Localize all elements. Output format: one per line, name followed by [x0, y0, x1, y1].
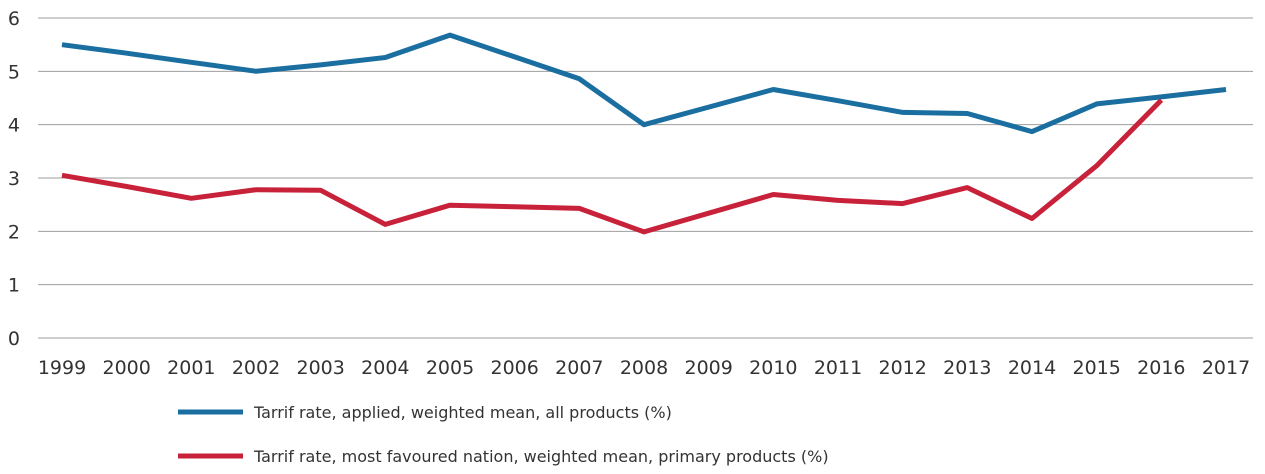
x-tick-label: 2002 [232, 357, 280, 379]
x-tick-label: 2010 [749, 357, 797, 379]
x-tick-label: 2015 [1072, 357, 1120, 379]
legend-label-2: Tarrif rate, most favoured nation, weigh… [253, 447, 829, 466]
x-tick-label: 2005 [426, 357, 474, 379]
x-tick-label: 2000 [102, 357, 150, 379]
legend: Tarrif rate, applied, weighted mean, all… [178, 403, 829, 466]
y-tick-label: 3 [8, 168, 20, 190]
x-tick-label: 2008 [620, 357, 668, 379]
x-tick-label: 2006 [490, 357, 538, 379]
legend-label-1: Tarrif rate, applied, weighted mean, all… [253, 403, 672, 422]
x-tick-label: 2016 [1137, 357, 1185, 379]
series-line-2 [61, 98, 1164, 235]
y-tick-label: 4 [8, 115, 20, 137]
series-lines [61, 32, 1227, 235]
x-tick-label: 2014 [1008, 357, 1056, 379]
x-tick-label: 2017 [1202, 357, 1250, 379]
y-tick-label: 5 [8, 61, 20, 83]
x-tick-label: 2009 [684, 357, 732, 379]
y-tick-label: 1 [8, 275, 20, 297]
x-tick-label: 2007 [555, 357, 603, 379]
y-tick-label: 6 [8, 8, 20, 30]
x-tick-label: 2012 [878, 357, 926, 379]
x-tick-label: 2004 [361, 357, 409, 379]
x-tick-label: 2001 [167, 357, 215, 379]
series-line-1 [61, 32, 1227, 135]
y-tick-label: 2 [8, 221, 20, 243]
x-axis-ticks: 1999 2000 2001 2002 2003 2004 2005 2006 2007 2008… [38, 357, 1250, 379]
x-tick-label: 1999 [38, 357, 86, 379]
y-tick-label: 0 [8, 328, 20, 350]
x-tick-label: 2013 [943, 357, 991, 379]
y-axis-ticks: 0 1 2 3 4 5 6 [8, 8, 20, 350]
x-tick-label: 2003 [296, 357, 344, 379]
x-tick-label: 2011 [814, 357, 862, 379]
